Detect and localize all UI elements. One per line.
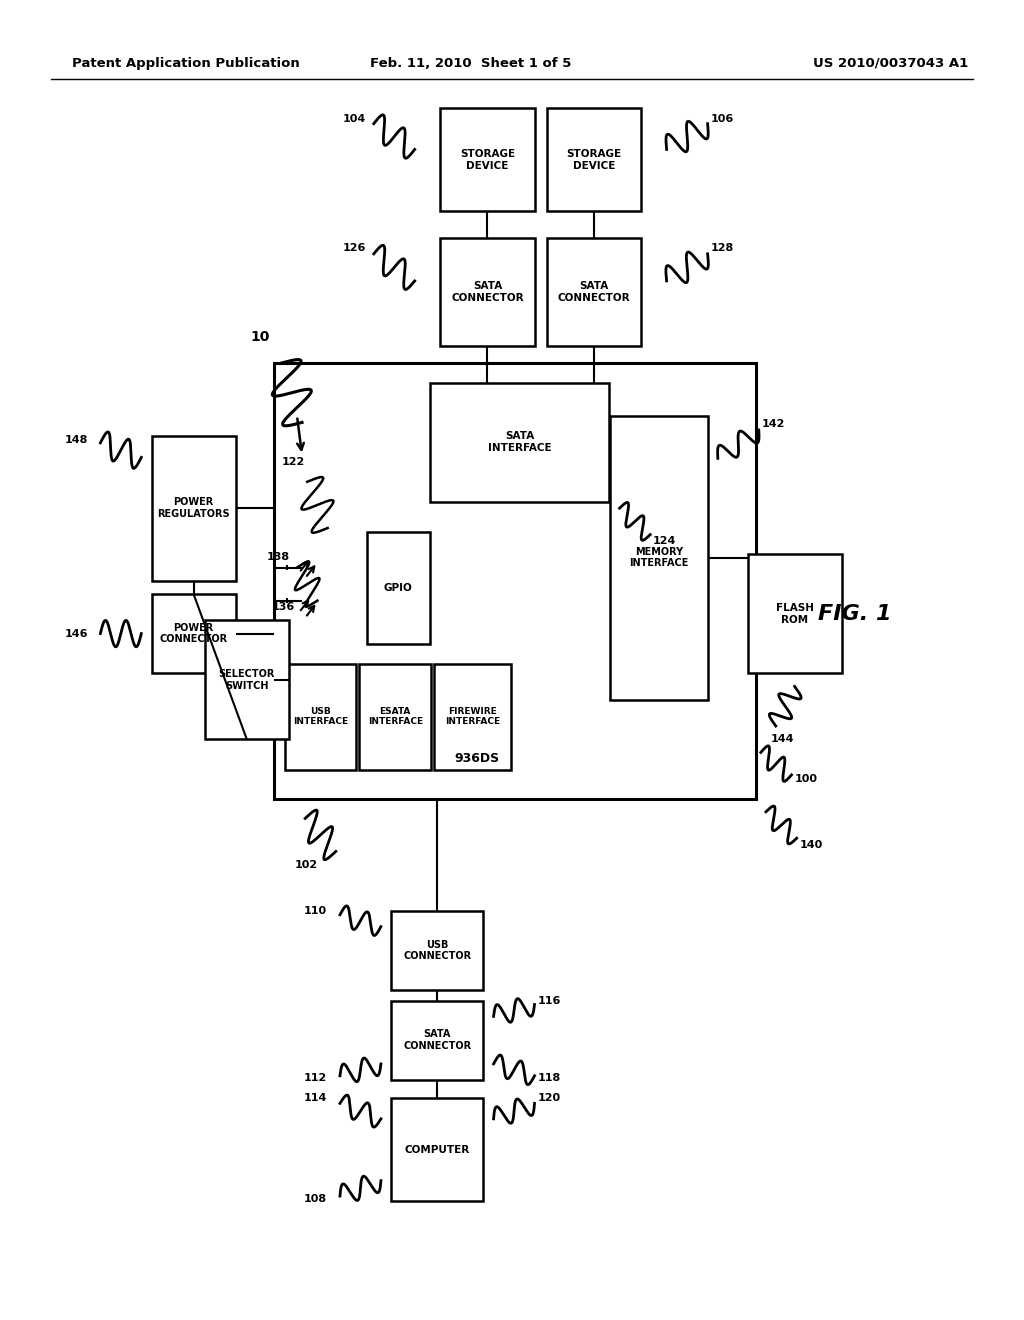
Text: GPIO: GPIO — [384, 583, 413, 593]
Bar — [205, 620, 289, 739]
Text: STORAGE
DEVICE: STORAGE DEVICE — [566, 149, 622, 170]
Bar — [440, 238, 535, 346]
Text: 122: 122 — [282, 457, 305, 467]
Bar — [434, 664, 511, 770]
Text: SATA
INTERFACE: SATA INTERFACE — [487, 432, 552, 453]
Text: USB
INTERFACE: USB INTERFACE — [293, 708, 348, 726]
Text: POWER
CONNECTOR: POWER CONNECTOR — [160, 623, 227, 644]
Text: 140: 140 — [800, 840, 823, 850]
Text: 148: 148 — [65, 436, 88, 445]
Text: 102: 102 — [295, 859, 318, 870]
Bar — [152, 594, 236, 673]
Text: 10: 10 — [251, 330, 270, 343]
Text: 108: 108 — [304, 1195, 328, 1204]
Bar — [391, 911, 483, 990]
Text: 114: 114 — [304, 1093, 328, 1104]
Text: US 2010/0037043 A1: US 2010/0037043 A1 — [813, 57, 969, 70]
Text: Patent Application Publication: Patent Application Publication — [72, 57, 299, 70]
Text: 128: 128 — [711, 243, 734, 253]
Bar — [274, 363, 756, 799]
Text: 118: 118 — [538, 1073, 561, 1084]
Bar — [152, 436, 236, 581]
Bar — [367, 532, 430, 644]
Text: USB
CONNECTOR: USB CONNECTOR — [403, 940, 471, 961]
Text: 138: 138 — [266, 552, 290, 562]
Text: 112: 112 — [304, 1073, 328, 1084]
Text: 106: 106 — [711, 114, 734, 124]
Bar — [285, 664, 356, 770]
Text: 144: 144 — [771, 734, 795, 744]
Text: 936DS: 936DS — [454, 752, 499, 766]
Text: SATA
CONNECTOR: SATA CONNECTOR — [403, 1030, 471, 1051]
Text: 142: 142 — [762, 420, 785, 429]
Bar — [391, 1098, 483, 1201]
Text: Feb. 11, 2010  Sheet 1 of 5: Feb. 11, 2010 Sheet 1 of 5 — [371, 57, 571, 70]
Text: 124: 124 — [652, 536, 676, 546]
Text: MEMORY
INTERFACE: MEMORY INTERFACE — [630, 546, 688, 569]
Bar — [547, 238, 641, 346]
Text: SELECTOR
SWITCH: SELECTOR SWITCH — [218, 669, 275, 690]
Text: 100: 100 — [795, 774, 817, 784]
Bar — [610, 416, 708, 700]
Text: FIREWIRE
INTERFACE: FIREWIRE INTERFACE — [445, 708, 500, 726]
Text: 126: 126 — [343, 243, 367, 253]
Text: COMPUTER: COMPUTER — [404, 1144, 470, 1155]
Text: 120: 120 — [538, 1093, 561, 1104]
Bar — [440, 108, 535, 211]
Text: SATA
CONNECTOR: SATA CONNECTOR — [558, 281, 630, 302]
Text: 110: 110 — [304, 906, 328, 916]
Text: SATA
CONNECTOR: SATA CONNECTOR — [452, 281, 523, 302]
Text: ESATA
INTERFACE: ESATA INTERFACE — [368, 708, 423, 726]
Text: 104: 104 — [343, 114, 367, 124]
Bar — [391, 1001, 483, 1080]
Text: FIG. 1: FIG. 1 — [818, 603, 892, 624]
Text: FLASH
ROM: FLASH ROM — [775, 603, 814, 624]
Text: POWER
REGULATORS: POWER REGULATORS — [158, 498, 229, 519]
Text: 136: 136 — [271, 602, 295, 612]
Bar — [547, 108, 641, 211]
Bar — [359, 664, 431, 770]
Text: 146: 146 — [65, 628, 88, 639]
Bar — [748, 554, 842, 673]
Text: STORAGE
DEVICE: STORAGE DEVICE — [460, 149, 515, 170]
Text: 116: 116 — [538, 995, 561, 1006]
Bar — [430, 383, 609, 502]
